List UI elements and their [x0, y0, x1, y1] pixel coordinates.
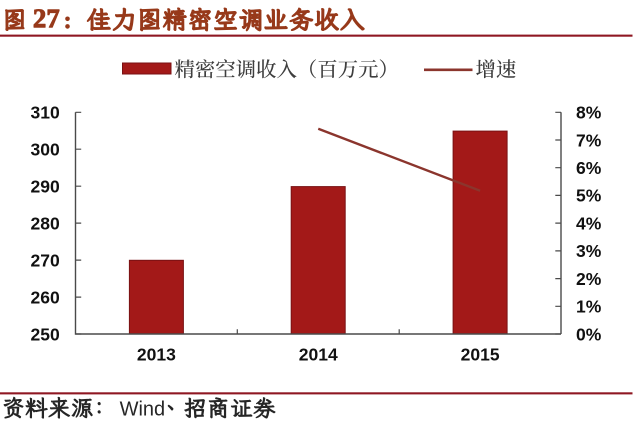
svg-text:2015: 2015 [461, 345, 500, 365]
svg-text:1%: 1% [576, 297, 602, 317]
svg-text:270: 270 [30, 250, 59, 270]
svg-text:300: 300 [30, 140, 59, 160]
svg-text:7%: 7% [576, 130, 602, 150]
svg-text:3%: 3% [576, 241, 602, 261]
svg-text:260: 260 [30, 287, 59, 307]
svg-text:6%: 6% [576, 158, 602, 178]
svg-text:4%: 4% [576, 213, 602, 233]
svg-text:8%: 8% [576, 103, 602, 123]
svg-text:290: 290 [30, 177, 59, 197]
svg-text:Wind: Wind [120, 398, 166, 420]
svg-text:5%: 5% [576, 186, 602, 206]
svg-text:2%: 2% [576, 269, 602, 289]
svg-text:2014: 2014 [299, 345, 338, 365]
svg-text:310: 310 [30, 103, 59, 123]
svg-text:280: 280 [30, 213, 59, 233]
svg-text:0%: 0% [576, 324, 602, 344]
svg-text:250: 250 [30, 324, 59, 344]
svg-text:2013: 2013 [137, 345, 176, 365]
